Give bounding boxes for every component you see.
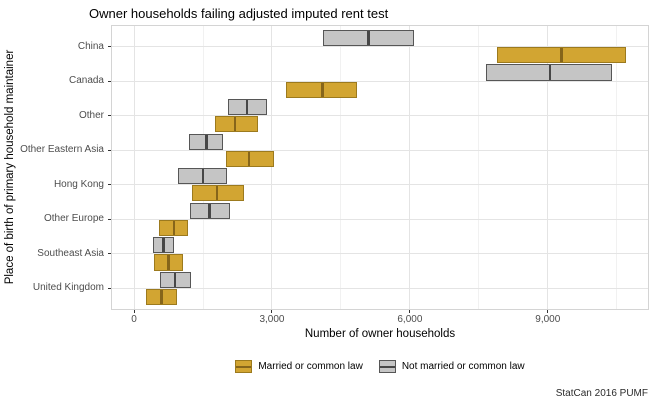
gridline-horizontal-major (112, 253, 648, 255)
gridline-horizontal-major (112, 115, 648, 117)
caption: StatCan 2016 PUMF (555, 388, 648, 399)
y-tick-label: Southeast Asia (37, 247, 104, 259)
crossbar-not-married (159, 271, 191, 288)
y-axis-tick (107, 184, 111, 186)
crossbar-married (153, 254, 184, 271)
crossbar-married (191, 185, 245, 202)
crossbar-not-married (153, 237, 174, 254)
crossbar-median-line (205, 134, 208, 149)
gridline-vertical-major (133, 26, 135, 309)
crossbar-median-line (208, 203, 211, 218)
crossbar-not-married (322, 29, 415, 47)
x-tick-label: 9,000 (535, 314, 561, 325)
gridline-vertical-minor (478, 26, 480, 309)
legend-key-not-married-swatch (378, 360, 396, 373)
legend-label-not-married: Not married or common law (401, 361, 525, 372)
y-axis-tick (107, 80, 111, 82)
y-axis-tick (107, 218, 111, 220)
crossbar-median-line (215, 186, 219, 201)
legend-key-midline (379, 365, 395, 368)
gridline-vertical-major (547, 26, 549, 309)
crossbar-median-line (160, 289, 163, 305)
x-axis-tick (547, 310, 549, 313)
crossbar-median-line (172, 220, 176, 235)
y-axis-tick (107, 149, 111, 151)
gridline-vertical-minor (340, 26, 342, 309)
y-tick-label: United Kingdom (32, 282, 104, 294)
crossbar-median-line (321, 82, 324, 97)
legend: Married or common law Not married or com… (112, 360, 648, 373)
y-axis-tick (107, 115, 111, 117)
y-tick-label: China (77, 40, 104, 52)
gridline-horizontal-major (112, 80, 648, 82)
gridline-horizontal-major (112, 218, 648, 220)
legend-item-not-married: Not married or common law (378, 360, 525, 373)
y-axis-tick (107, 287, 111, 289)
x-axis-tick (133, 310, 135, 313)
crossbar-median-line (560, 48, 563, 63)
plot-panel (111, 25, 649, 310)
y-tick-label: Other Eastern Asia (20, 144, 104, 156)
crossbar-median-line (247, 151, 251, 166)
crossbar-median-line (234, 117, 237, 132)
legend-item-married: Married or common law (235, 360, 363, 373)
crossbar-not-married (189, 202, 230, 219)
gridline-vertical-minor (202, 26, 204, 309)
legend-key-midline (236, 365, 252, 368)
crossbar-median-line (173, 272, 177, 287)
gridline-horizontal-major (112, 46, 648, 48)
chart-title: Owner households failing adjusted impute… (89, 6, 389, 21)
crossbar-median-line (201, 169, 205, 184)
x-tick-label: 0 (131, 314, 137, 325)
y-axis-tick (107, 253, 111, 255)
crossbar-married (285, 81, 357, 98)
crossbar-median-line (367, 30, 370, 46)
x-axis-title: Number of owner households (304, 328, 456, 340)
x-axis-tick (271, 310, 273, 313)
x-axis-tick (409, 310, 411, 313)
crossbar-married (226, 150, 275, 167)
crossbar-married (214, 116, 259, 133)
crossbar-median-line (167, 255, 170, 270)
y-tick-label: Other Europe (43, 213, 104, 225)
x-tick-label: 3,000 (259, 314, 285, 325)
gridline-vertical-major (271, 26, 273, 309)
crossbar-not-married (485, 64, 613, 81)
y-tick-label: Canada (68, 75, 104, 87)
x-tick-label: 6,000 (397, 314, 423, 325)
gridline-horizontal-major (112, 184, 648, 186)
legend-key-married-swatch (235, 360, 253, 373)
y-tick-label: Other (78, 109, 104, 121)
gridline-vertical-minor (616, 26, 618, 309)
crossbar-married (497, 47, 626, 64)
crossbar-married (159, 219, 188, 236)
crossbar-median-line (162, 238, 165, 253)
crossbar-married (145, 288, 178, 306)
gridline-horizontal-major (112, 149, 648, 151)
crossbar-not-married (189, 133, 223, 150)
gridline-vertical-major (409, 26, 411, 309)
gridline-horizontal-major (112, 287, 648, 289)
legend-label-married: Married or common law (258, 361, 363, 372)
crossbar-not-married (178, 168, 228, 185)
y-tick-label: Hong Kong (53, 178, 104, 190)
y-axis-tick (107, 46, 111, 48)
crossbar-not-married (228, 98, 268, 116)
crossbar-median-line (245, 99, 248, 115)
crossbar-median-line (548, 65, 552, 80)
